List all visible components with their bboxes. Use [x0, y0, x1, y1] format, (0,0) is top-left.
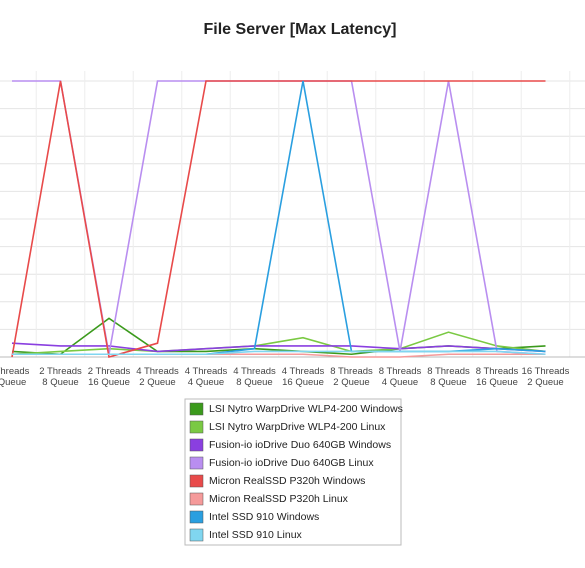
x-tick-line: Threads	[0, 366, 30, 377]
x-tick-line: 2 Threads	[88, 366, 131, 377]
legend-swatch	[189, 528, 204, 542]
x-tick-line: 4 Queue	[188, 377, 224, 388]
legend-swatch	[189, 402, 204, 416]
legend-box	[184, 398, 402, 546]
x-tick-line: 8 Queue	[42, 377, 78, 388]
x-tick-label: 8 Threads 16 Queue	[476, 366, 519, 388]
legend-swatch	[189, 420, 204, 434]
x-tick-label: 2 Threads 8 Queue	[39, 366, 82, 388]
legend-swatch	[189, 510, 204, 524]
series-line	[11, 80, 546, 359]
x-tick-line: 2 Queue	[333, 377, 369, 388]
x-tick-line: 8 Threads	[427, 366, 470, 377]
legend-label: Micron RealSSD P320h Linux	[209, 493, 349, 505]
x-tick-line: 16 Queue	[476, 377, 518, 388]
x-tick-label: 4 Threads 4 Queue	[185, 366, 228, 388]
x-tick-line: 4 Queue	[382, 377, 418, 388]
legend-label: Intel SSD 910 Windows	[209, 511, 319, 523]
legend-swatch	[189, 438, 204, 452]
x-tick-label: 4 Threads 2 Queue	[136, 366, 179, 388]
x-tick-label: 8 Threads 4 Queue	[379, 366, 422, 388]
legend-label: Intel SSD 910 Linux	[209, 529, 303, 541]
x-tick-line: 2 Queue	[527, 377, 563, 388]
x-tick-line: 16 Queue	[282, 377, 324, 388]
chart-title: File Server [Max Latency]	[204, 21, 397, 38]
x-tick-line: 4 Threads	[136, 366, 179, 377]
x-tick-label: 2 Threads 16 Queue	[88, 366, 131, 388]
legend-swatch	[189, 492, 204, 506]
series-line	[11, 342, 546, 353]
x-tick-line: 2 Queue	[139, 377, 175, 388]
x-tick-label: 16 Threads 2 Queue	[522, 366, 570, 388]
x-tick-label: 8 Threads 8 Queue	[427, 366, 470, 388]
x-tick-line: 16 Queue	[88, 377, 130, 388]
x-tick-line: Queue	[0, 377, 26, 388]
x-tick-line: 4 Threads	[185, 366, 228, 377]
series-line	[11, 331, 546, 356]
legend-label: LSI Nytro WarpDrive WLP4-200 Windows	[209, 403, 403, 415]
x-tick-line: 8 Threads	[476, 366, 519, 377]
legend-label: Fusion-io ioDrive Duo 640GB Linux	[209, 457, 374, 469]
legend-label: Micron RealSSD P320h Windows	[209, 475, 365, 487]
x-tick-label: 8 Threads 2 Queue	[330, 366, 373, 388]
x-tick-line: 8 Queue	[430, 377, 466, 388]
legend-swatch	[189, 456, 204, 470]
x-tick-line: 8 Threads	[379, 366, 422, 377]
x-tick-line: 16 Threads	[522, 366, 570, 377]
legend-swatch	[189, 474, 204, 488]
x-tick-label: 4 Threads 16 Queue	[282, 366, 325, 388]
x-tick-label: 4 Threads 8 Queue	[233, 366, 276, 388]
x-tick-line: 8 Threads	[330, 366, 373, 377]
x-tick-line: 8 Queue	[236, 377, 272, 388]
x-tick-line: 4 Threads	[282, 366, 325, 377]
legend-label: LSI Nytro WarpDrive WLP4-200 Linux	[209, 421, 386, 433]
series-line	[12, 350, 546, 356]
x-tick-line: 4 Threads	[233, 366, 276, 377]
x-tick-line: 2 Threads	[39, 366, 82, 377]
x-tick-label: ThreadsQueue	[0, 366, 30, 388]
legend-label: Fusion-io ioDrive Duo 640GB Windows	[209, 439, 391, 451]
